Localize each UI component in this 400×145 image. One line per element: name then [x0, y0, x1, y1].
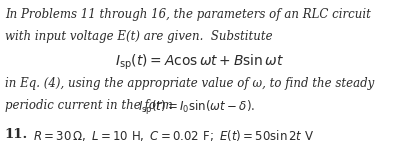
Text: with input voltage E(t) are given.  Substitute: with input voltage E(t) are given. Subst…	[5, 30, 272, 44]
Text: periodic current in the form: periodic current in the form	[5, 99, 176, 112]
Text: In Problems 11 through 16, the parameters of an RLC circuit: In Problems 11 through 16, the parameter…	[5, 8, 371, 21]
Text: $I_{\mathrm{sp}}(t) = I_0 \sin(\omega t - \delta)$.: $I_{\mathrm{sp}}(t) = I_0 \sin(\omega t …	[138, 99, 255, 117]
Text: 11.: 11.	[5, 128, 28, 141]
Text: in Eq. (4), using the appropriate value of ω, to find the steady: in Eq. (4), using the appropriate value …	[5, 77, 374, 90]
Text: $R = 30\,\Omega,\ L = 10\ \mathrm{H},\ C = 0.02\ \mathrm{F};\ E(t) = 50 \sin 2t\: $R = 30\,\Omega,\ L = 10\ \mathrm{H},\ C…	[33, 128, 314, 143]
Text: $I_{\mathrm{sp}}(t) = A \cos \omega t + B \sin \omega t$: $I_{\mathrm{sp}}(t) = A \cos \omega t + …	[115, 53, 285, 72]
